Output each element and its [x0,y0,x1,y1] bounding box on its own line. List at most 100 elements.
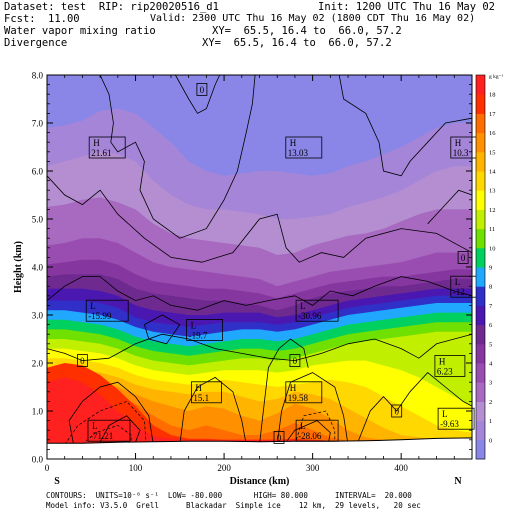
zero-contour-label-6: 0 [457,250,469,264]
valid-time: Valid: 2300 UTC Thu 16 May 02 (1800 CDT … [150,13,476,24]
colorbar-swatch [476,171,485,191]
divergence-extremum-10: H6.23 [434,354,466,377]
colorbar-level-label: 13 [489,188,496,195]
zero-contour-label-4: 0 [391,404,403,418]
x-tick-label: 100 [129,463,143,473]
colorbar-swatch [476,382,485,402]
divergence-contour-9 [276,372,349,445]
init-time: Init: 1200 UTC Thu 16 May 02 [318,1,496,13]
colorbar-unit: g kg⁻¹ [489,74,504,80]
cross-section-coords-2: XY= 65.5, 16.4 to 66.0, 57.2 [202,37,392,49]
extremum-kind: H [195,383,202,393]
colorbar-level-label: 15 [489,149,496,156]
y-tick-label: 5.0 [32,215,44,225]
y-tick-label: 4.0 [32,263,44,273]
divergence-extremum-11: L-71.21 [87,419,131,442]
colorbar-swatch [476,439,485,460]
extremum-value: -71.21 [90,431,113,441]
field-name-mixing-ratio: Water vapor mixing ratio [4,25,156,37]
divergence-contour-11 [99,415,141,443]
zero-label-box [273,430,285,444]
y-tick-label: 2.0 [32,359,44,369]
extremum-kind: L [90,301,96,311]
y-tick-label: 6.0 [32,167,44,177]
zero-contour-label-3: 0 [289,354,301,368]
divergence-extremum-2: H13.03 [285,136,323,159]
divergence-contour-1 [99,74,256,239]
extremum-box [437,407,475,430]
x-tick-label: 300 [306,463,320,473]
mixing-ratio-band-19 [47,377,472,459]
extremum-kind: L [455,277,461,287]
divergence-contour-5 [46,276,473,311]
left-endpoint-label: S [54,476,60,487]
colorbar-swatch [476,132,485,153]
colorbar-level-label: 7 [489,303,493,310]
divergence-extremum-9: H19.58 [285,381,323,404]
negative-divergence-contour-2 [294,410,336,445]
divergence-contour-7 [68,381,154,445]
extremum-value: 21.61 [91,148,111,158]
colorbar-level-label: 0 [489,437,492,444]
divergence-contour-10 [356,372,473,445]
extremum-kind: L [92,421,98,431]
extremum-kind: H [290,138,297,148]
right-endpoint-label: N [454,476,462,487]
x-axis-label: Distance (km) [230,476,290,487]
zero-label-box [77,354,88,368]
zero-contour-label-5: 0 [273,430,285,444]
colorbar-swatch [476,151,485,172]
divergence-contour-8 [179,376,247,445]
extremum-value: 6.23 [437,366,453,376]
extremum-value: 15.1 [193,393,209,403]
divergence-contour-3 [338,74,473,177]
divergence-extremum-12: L-28.06 [295,419,339,442]
extremum-kind: H [93,138,100,148]
extremum-kind: H [439,356,446,366]
colorbar-level-label: 6 [489,322,493,329]
y-tick-label: 0.0 [32,455,44,465]
x-tick-label: 200 [217,463,231,473]
extremum-box [285,381,323,404]
extremum-box [434,354,466,377]
extremum-value: -9.63 [440,419,459,429]
divergence-extremum-13: L-9.63 [437,407,475,430]
field-name-divergence: Divergence [4,37,68,49]
colorbar-swatch [476,267,485,287]
y-tick-label: 3.0 [32,311,44,321]
extremum-kind: L [300,421,306,431]
colorbar-level-label: 16 [489,130,496,137]
colorbar-swatch [476,209,485,230]
extremum-value: -19.7 [189,330,208,340]
extremum-box [190,381,222,404]
colorbar-swatch [476,190,485,210]
colorbar-frame [475,74,486,460]
fcst-label: Fcst: [4,13,36,25]
colorbar-level-label: 2 [489,399,492,406]
colorbar-swatch [476,113,485,134]
fcst-value: 11.00 [48,13,80,25]
zero-label-box [457,250,469,264]
extremum-value: -12. [453,287,467,297]
colorbar-level-label: 10 [489,245,496,252]
divergence-contour-14 [259,338,309,445]
colorbar-level-label: 9 [489,265,492,272]
zero-label-box [391,404,403,418]
extremum-value: -15.99 [88,311,112,321]
divergence-contour-6 [46,333,473,362]
colorbar-swatch [476,305,485,326]
extremum-value: 10.3 [453,148,469,158]
divergence-contour-15 [427,189,473,225]
extremum-box [87,419,131,442]
colorbar-swatch [476,420,485,441]
extremum-box [186,318,224,341]
divergence-extremum-5: L-30.96 [295,299,339,322]
extremum-kind: H [290,383,297,393]
colorbar-swatch [476,228,485,249]
extremum-value: -28.06 [298,431,322,441]
colorbar-swatch [476,401,485,422]
colorbar-swatch [476,286,485,306]
extremum-kind: H [455,138,462,148]
